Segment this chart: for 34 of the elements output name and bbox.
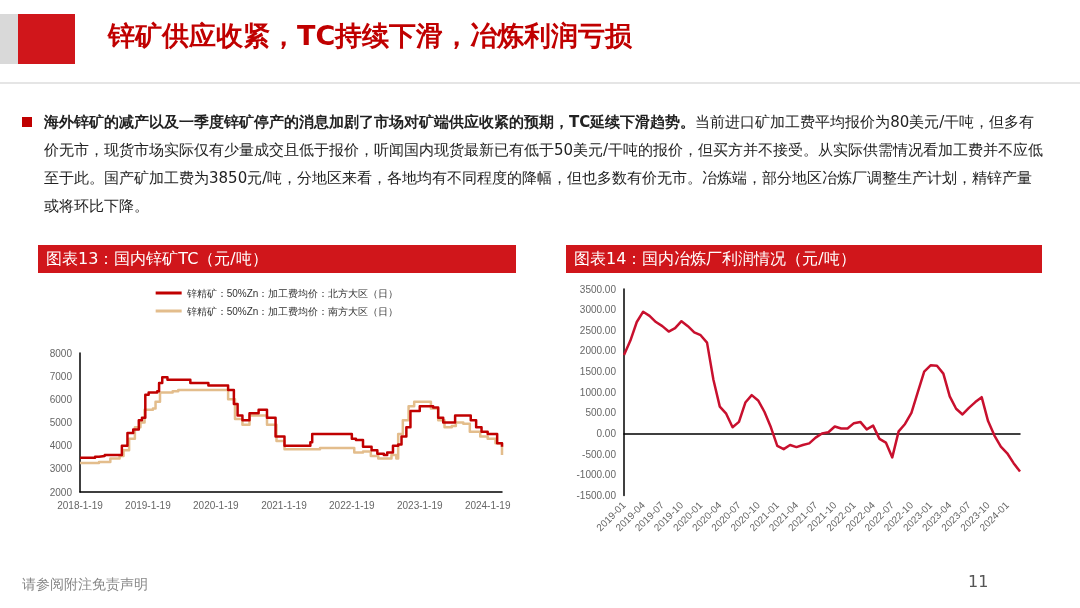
x-tick-label: 2023-1-19: [396, 499, 443, 511]
y-tick-label: 5000: [49, 417, 73, 428]
text: 请参阅附注免责声明: [22, 576, 148, 594]
y-tick-label: 3500.00: [579, 283, 617, 295]
y-tick-label: 0.00: [596, 427, 617, 439]
x-tick-label: 2021-1-19: [261, 499, 308, 511]
y-tick-label: 3000.00: [579, 304, 617, 316]
x-tick-label: 2024-1-19: [464, 499, 511, 511]
chart-title: 图表14：国内冶炼厂利润情况（元/吨）: [566, 245, 1042, 273]
y-tick-label: 1500.00: [579, 366, 617, 378]
legend-label: 锌精矿：50%Zn：加工费均价：北方大区（日）: [185, 287, 399, 299]
x-tick-label: 2022-1-19: [329, 499, 376, 511]
y-tick-label: 2000.00: [579, 345, 617, 357]
y-tick-label: 2500.00: [579, 324, 617, 336]
y-tick-label: 8000: [49, 347, 73, 359]
y-tick-label: 7000: [49, 370, 73, 382]
y-tick-label: 500.00: [585, 407, 617, 419]
text: 11: [968, 572, 989, 591]
y-tick-label: 4000: [49, 440, 73, 452]
legend-label: 锌精矿：50%Zn：加工费均价：南方大区（日）: [185, 305, 399, 317]
text: 海外锌矿的减产以及一季度锌矿停产的消息加剧了市场对矿端供应收紧的预期，TC延续下滑趋势。: [44, 113, 696, 131]
chart-title: 图表13：国内锌矿TC（元/吨）: [38, 245, 516, 273]
text: 锌矿供应收紧，TC持续下滑，冶炼利润亏损: [108, 19, 633, 53]
y-tick-label: -500.00: [582, 448, 617, 460]
y-tick-label: 3000: [49, 463, 73, 475]
x-tick-label: 2020-1-19: [193, 499, 240, 511]
x-tick-label: 2018-1-19: [57, 499, 104, 511]
y-tick-label: 1000.00: [579, 386, 617, 398]
line-series: [622, 310, 1022, 473]
y-tick-label: -1500.00: [576, 489, 617, 501]
y-tick-label: 6000: [49, 393, 73, 405]
x-tick-label: 2019-1-19: [125, 499, 172, 511]
y-tick-label: 2000: [49, 486, 73, 498]
y-tick-label: -1000.00: [576, 469, 617, 481]
